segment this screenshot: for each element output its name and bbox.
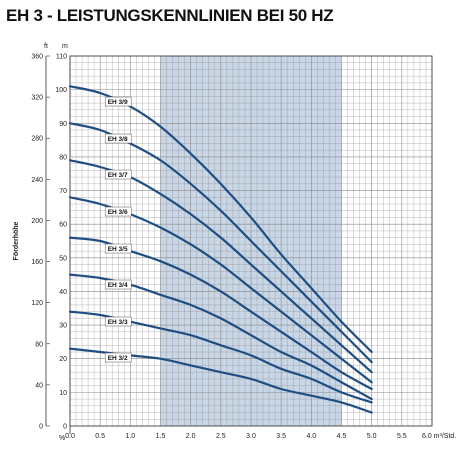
m-tick-label: 30 xyxy=(59,323,67,330)
curve-label: EH 3/2 xyxy=(104,352,132,363)
ft-tick-label: 280 xyxy=(31,136,43,143)
ft-tick-label: 80 xyxy=(35,341,43,348)
x-tick-label: 5.5 xyxy=(397,433,407,440)
curve-label-box xyxy=(104,243,132,254)
chart-title: EH 3 - LEISTUNGSKENNLINIEN BEI 50 HZ xyxy=(6,6,334,25)
x-tick-label: 1.5 xyxy=(156,433,166,440)
ft-tick-label: 40 xyxy=(35,382,43,389)
curve-label-text: EH 3/5 xyxy=(108,246,128,253)
curve-label-box xyxy=(104,279,132,290)
m-tick-label: 80 xyxy=(59,154,67,161)
m-tick-label: 70 xyxy=(59,188,67,195)
x-tick-label: 2.5 xyxy=(216,433,226,440)
axis-layer: 0.0 0.5 1.0 1.5 2.0 2.5 3.0 3.5 4.0 4.5 5.0 5.5 0 10 2… xyxy=(31,54,406,441)
m-tick-label: 110 xyxy=(56,54,67,61)
m-tick-label: 50 xyxy=(59,255,67,262)
curve-label-text: EH 3/4 xyxy=(108,282,128,289)
ft-tick-label: 120 xyxy=(31,300,43,307)
x-tick-label: 0.5 xyxy=(95,433,105,440)
x-tick-label: 2.0 xyxy=(186,433,196,440)
ft-tick-label: 320 xyxy=(31,95,43,102)
x-tick-label: 5.0 xyxy=(367,433,377,440)
curve-label-text: EH 3/6 xyxy=(108,209,128,216)
curve-label-text: EH 3/8 xyxy=(108,136,128,143)
curve-label: EH 3/6 xyxy=(104,206,132,217)
ft-tick-label: 240 xyxy=(31,177,43,184)
curve-label: EH 3/3 xyxy=(104,316,132,327)
curve-label: EH 3/5 xyxy=(104,243,132,254)
x-tick-label: 4.0 xyxy=(306,433,316,440)
percent-unit-label: % xyxy=(59,435,65,442)
ft-tick-label: 0 xyxy=(39,424,43,431)
m-tick-label: 10 xyxy=(59,390,67,397)
ft-tick-label: 160 xyxy=(31,259,43,266)
ft-tick-label: 360 xyxy=(31,54,43,61)
curve-label-text: EH 3/9 xyxy=(108,99,128,106)
m-unit-label: m xyxy=(62,43,68,50)
ft-tick-label: 200 xyxy=(31,218,43,225)
x-tick-label: 4.5 xyxy=(337,433,347,440)
x-tick-label: 0.0 xyxy=(65,433,75,440)
curve-label: EH 3/4 xyxy=(104,279,132,290)
m-tick-label: 90 xyxy=(59,121,67,128)
curve-label-text: EH 3/2 xyxy=(108,355,128,362)
curve-label: EH 3/9 xyxy=(104,96,132,107)
plot-frame xyxy=(69,55,433,427)
curve-label-box xyxy=(104,96,132,107)
m-tick-label: 0 xyxy=(63,424,67,431)
curve-label-text: EH 3/7 xyxy=(108,172,128,179)
ft-unit-label: ft xyxy=(44,43,48,50)
curve-label: EH 3/8 xyxy=(104,133,132,144)
m-tick-label: 40 xyxy=(59,289,67,296)
x-tick-label: 3.0 xyxy=(246,433,256,440)
curve-label-box xyxy=(104,352,132,363)
curve-label-box xyxy=(104,316,132,327)
x-axis-unit-label: 6.0 m³/Std. xyxy=(422,433,456,440)
x-tick-label: 1.0 xyxy=(125,433,135,440)
curve-label-box xyxy=(104,206,132,217)
m-tick-label: 60 xyxy=(59,222,67,229)
x-tick-label: 3.5 xyxy=(276,433,286,440)
curve-label: EH 3/7 xyxy=(104,169,132,180)
m-tick-label: 100 xyxy=(55,87,67,94)
curve-label-layer: EH 3/9 EH 3/8 EH 3/7 EH 3/6 EH 3/5 EH 3/4 EH 3… xyxy=(104,96,132,363)
y-axis-label: Förderhöhe xyxy=(13,221,20,260)
curve-label-box xyxy=(104,169,132,180)
curve-label-text: EH 3/3 xyxy=(108,319,128,326)
m-tick-label: 20 xyxy=(59,356,67,363)
curve-label-box xyxy=(104,133,132,144)
